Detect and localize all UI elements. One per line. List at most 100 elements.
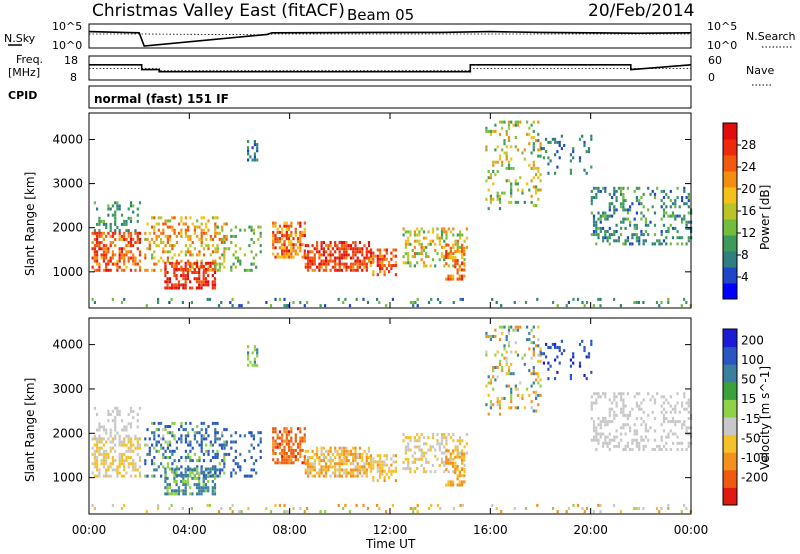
power-cell — [93, 229, 96, 233]
power-cell — [361, 262, 364, 266]
power-cell — [687, 196, 690, 199]
velocity-cell — [168, 467, 171, 471]
velocity-cell — [252, 434, 255, 438]
power-cell — [123, 297, 126, 301]
power-cell — [501, 126, 504, 130]
velocity-cell — [523, 353, 526, 357]
power-cell — [111, 256, 114, 260]
beam-label: Beam 05 — [347, 6, 414, 24]
velocity-cell — [96, 413, 99, 416]
velocity-cell — [100, 452, 103, 456]
power-cell — [535, 139, 538, 143]
velocity-cell — [129, 474, 133, 478]
power-cell — [660, 230, 663, 233]
power-cell — [125, 244, 128, 248]
velocity-cell — [624, 448, 627, 451]
power-cell — [438, 258, 441, 262]
velocity-cell — [157, 428, 160, 432]
power-cell — [238, 304, 241, 308]
velocity-cell — [526, 387, 529, 391]
velocity-cell — [123, 440, 126, 444]
power-cell — [285, 227, 288, 231]
velocity-cell — [283, 427, 286, 431]
velocity-cell — [608, 438, 611, 442]
velocity-cell — [369, 469, 373, 473]
power-cell — [255, 265, 258, 269]
power-cell — [356, 247, 359, 251]
velocity-cell — [220, 446, 224, 450]
velocity-cell — [626, 423, 629, 427]
velocity-cell — [354, 474, 357, 478]
power-cell — [162, 247, 165, 251]
velocity-cell — [100, 440, 103, 444]
power-cell — [345, 247, 348, 251]
velocity-cell — [595, 435, 598, 439]
power-cell — [136, 247, 139, 251]
power-cell — [487, 207, 490, 211]
velocity-cell — [537, 325, 540, 329]
velocity-cell — [608, 407, 611, 411]
power-cell — [294, 252, 297, 256]
velocity-cell — [454, 468, 457, 471]
power-cell — [418, 242, 421, 246]
velocity-cell — [347, 459, 350, 463]
velocity-cell — [202, 483, 205, 487]
velocity-cell — [349, 462, 353, 466]
power-cell — [542, 147, 545, 151]
power-cell — [276, 227, 279, 231]
velocity-cell — [168, 492, 171, 496]
velocity-cell — [211, 467, 214, 471]
power-cell — [505, 154, 508, 158]
velocity-cell — [169, 431, 172, 435]
power-cell — [205, 225, 208, 229]
power-cell — [327, 244, 330, 248]
power-cell — [352, 256, 355, 260]
velocity-cell — [413, 460, 416, 464]
velocity-cell — [294, 433, 297, 437]
power-cell — [629, 205, 632, 209]
power-cell — [334, 244, 337, 248]
velocity-cell — [660, 438, 663, 442]
power-cell — [649, 220, 652, 224]
velocity-cell — [449, 457, 453, 461]
velocity-cell — [420, 433, 423, 436]
velocity-cell — [521, 393, 524, 397]
velocity-cell — [334, 471, 337, 475]
power-cell — [500, 304, 503, 308]
nave-series — [89, 68, 691, 72]
velocity-cell — [125, 449, 128, 453]
velocity-cell — [369, 463, 373, 467]
power-cell — [599, 297, 602, 301]
velocity-cell — [383, 476, 386, 479]
velocity-cell — [303, 427, 306, 431]
power-cell — [613, 211, 616, 215]
velocity-cell — [615, 404, 618, 408]
velocity-cell — [198, 483, 201, 487]
velocity-cell — [383, 460, 386, 464]
velocity-cell — [592, 401, 596, 405]
velocity-cell — [276, 458, 279, 462]
power-cell — [381, 260, 384, 264]
power-cell — [653, 192, 657, 196]
power-cell — [303, 249, 306, 253]
power-cbar-segment — [723, 235, 737, 252]
power-cell — [166, 259, 169, 263]
velocity-cell — [129, 437, 133, 441]
power-cell — [551, 137, 554, 141]
power-cell — [168, 286, 171, 290]
velocity-cell — [285, 452, 288, 455]
velocity-cell — [348, 510, 352, 514]
power-cell — [196, 234, 199, 238]
power-cell — [379, 264, 382, 267]
power-cell — [105, 222, 108, 226]
power-cell — [510, 188, 513, 192]
velocity-cell — [202, 486, 205, 490]
velocity-cell — [299, 442, 302, 446]
power-cell — [138, 265, 142, 269]
power-cell — [537, 120, 540, 124]
velocity-cell — [164, 440, 167, 444]
velocity-cell — [340, 452, 343, 456]
velocity-cell — [356, 471, 359, 475]
power-cell — [123, 268, 126, 272]
power-cell — [449, 246, 452, 250]
